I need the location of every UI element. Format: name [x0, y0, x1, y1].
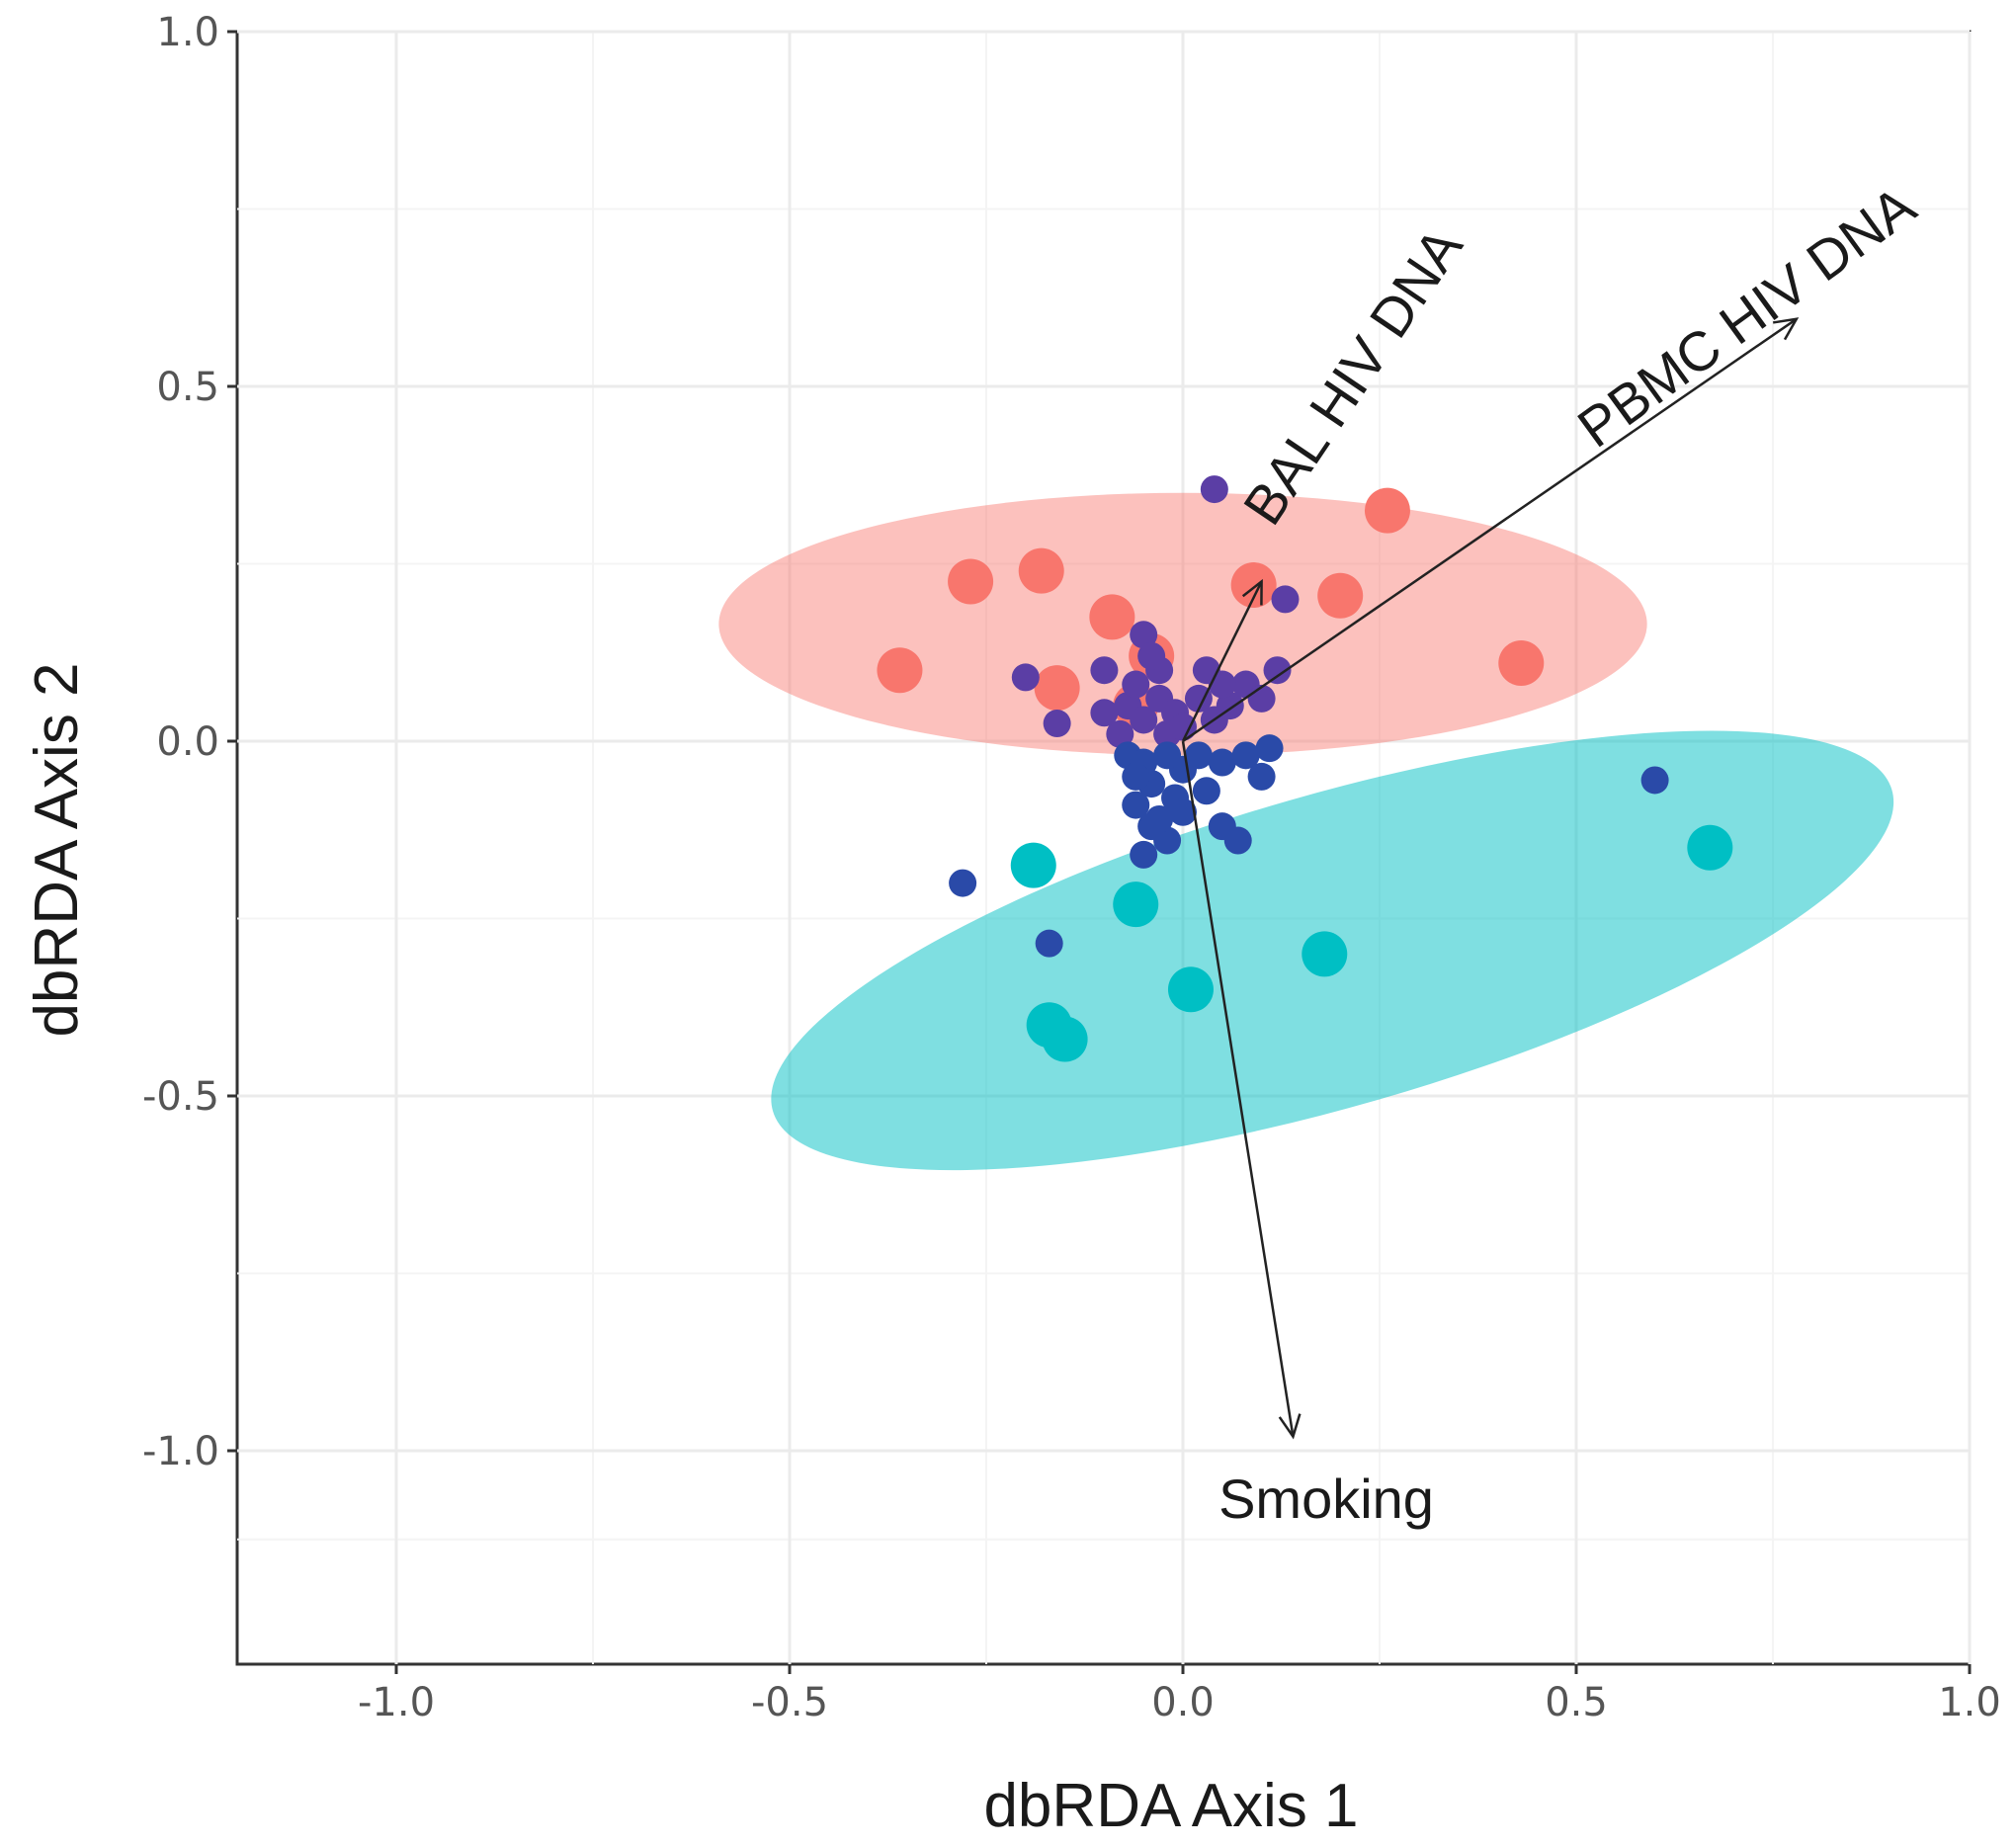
- blue-samples-point: [1223, 826, 1252, 855]
- purple-samples-point: [1130, 621, 1158, 649]
- upper-group-point: [1317, 572, 1364, 619]
- upper-group-point: [1034, 665, 1080, 712]
- blue-samples-point: [949, 869, 977, 897]
- bal-hiv-dna-arrow: [1181, 580, 1263, 742]
- blue-samples-point: [1192, 777, 1220, 805]
- y-tick-label: 0.0: [156, 719, 219, 765]
- blue-samples-point: [1247, 762, 1276, 791]
- blue-samples-point: [1169, 798, 1197, 826]
- lower-group-point: [1010, 842, 1056, 888]
- x-tick-label: -1.0: [358, 1680, 435, 1725]
- upper-group-point: [1089, 594, 1135, 640]
- purple-samples-point: [1169, 713, 1197, 741]
- upper-ellipse: [718, 492, 1647, 756]
- x-tick-label: 1.0: [1938, 1680, 2001, 1725]
- blue-samples-point: [1231, 741, 1260, 770]
- x-tick-labels: -1.0 -0.5 0.0 0.5 1.0: [358, 1680, 2001, 1725]
- upper-group-point: [948, 558, 994, 605]
- blue-samples-point: [1640, 766, 1669, 795]
- pbmc-hiv-dna-arrow: [1182, 317, 1798, 743]
- y-tick-label: -0.5: [142, 1074, 219, 1120]
- purple-samples-point: [1271, 585, 1300, 614]
- blue-samples-point: [1035, 929, 1063, 958]
- x-axis-title: dbRDA Axis 1: [983, 1772, 1358, 1840]
- purple-samples-point: [1130, 706, 1158, 734]
- smoking-arrow: [1181, 740, 1295, 1437]
- x-tick-label: -0.5: [751, 1680, 828, 1725]
- purple-samples-point: [1122, 670, 1150, 699]
- blue-samples-point: [1255, 734, 1284, 763]
- upper-group-point: [1230, 562, 1277, 609]
- purple-samples-point: [1137, 641, 1166, 670]
- smoking-label: Smoking: [1218, 1468, 1434, 1530]
- upper-group-point: [1498, 640, 1545, 687]
- y-axis-title: dbRDA Axis 2: [23, 662, 91, 1037]
- purple-samples-point: [1208, 670, 1236, 699]
- blue-samples-point: [1122, 762, 1150, 791]
- lower-group-point: [1687, 824, 1733, 871]
- y-tick-label: 0.5: [156, 365, 219, 410]
- purple-samples-point: [1043, 710, 1071, 738]
- smoking-arrowhead: [1278, 1413, 1302, 1440]
- y-tick-labels: 1.0 0.5 0.0 -0.5 -1.0: [142, 10, 219, 1474]
- lower-group-point: [1167, 966, 1214, 1013]
- x-tick-label: 0.5: [1545, 1680, 1608, 1725]
- purple-samples-point: [1263, 656, 1292, 685]
- purple-samples-point: [1247, 684, 1276, 713]
- purple-samples-point: [1184, 684, 1213, 713]
- blue-samples-point: [1208, 748, 1236, 777]
- blue-samples-point: [1122, 791, 1150, 819]
- upper-group-point: [877, 647, 923, 694]
- purple-samples-point: [1090, 656, 1119, 685]
- blue-samples-point: [1184, 741, 1213, 770]
- blue-samples-point: [1130, 840, 1158, 869]
- pbmc-hiv-dna-arrowhead: [1772, 317, 1800, 341]
- purple-samples-point: [1011, 663, 1040, 692]
- upper-group-point: [1364, 487, 1410, 534]
- lower-group-point: [1302, 931, 1348, 977]
- purple-samples-point: [1106, 719, 1134, 748]
- lower-group-point: [1042, 1016, 1088, 1062]
- upper-group-point: [1018, 547, 1064, 594]
- blue-samples-point: [1153, 741, 1182, 770]
- y-tick-label: -1.0: [142, 1429, 219, 1474]
- sample-points: [877, 475, 1733, 1062]
- bal-hiv-dna-arrowhead: [1241, 578, 1263, 606]
- tick-marks: [227, 30, 1972, 1674]
- purple-samples-point: [1200, 475, 1228, 504]
- purple-samples-point: [1090, 699, 1119, 727]
- lower-group-point: [1113, 882, 1159, 928]
- y-tick-label: 1.0: [156, 10, 219, 55]
- x-tick-label: 0.0: [1151, 1680, 1215, 1725]
- blue-samples-point: [1137, 812, 1166, 841]
